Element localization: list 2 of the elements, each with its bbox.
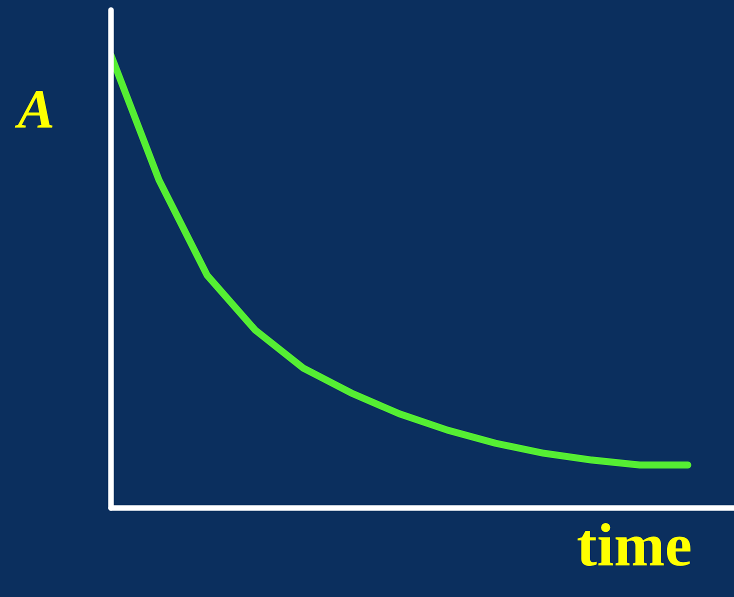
y-axis-title: A [14,90,52,128]
x-axis-title: time [578,522,690,566]
